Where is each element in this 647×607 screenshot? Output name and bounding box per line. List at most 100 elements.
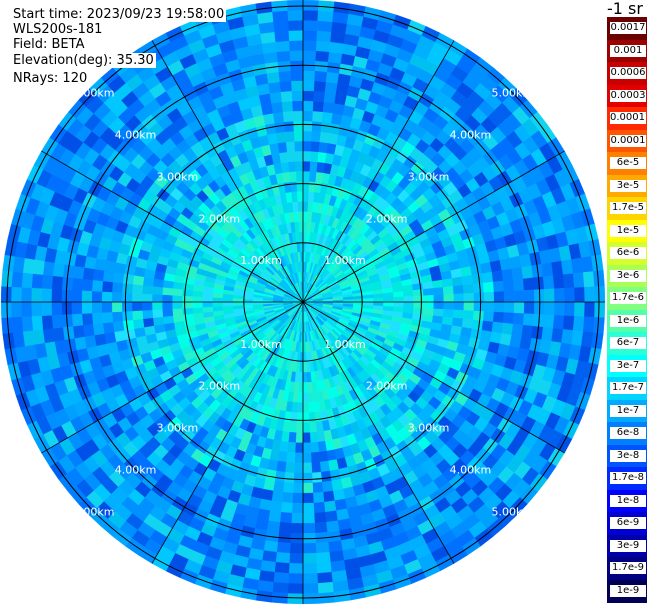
ppi-cell xyxy=(302,9,319,21)
ppi-cell xyxy=(275,551,291,564)
ppi-cell xyxy=(562,315,575,331)
ppi-cell xyxy=(310,451,321,464)
ppi-cell xyxy=(11,271,24,288)
ppi-cell xyxy=(82,323,95,337)
colorbar-tick-label: 3e-9 xyxy=(610,539,646,552)
ppi-cell xyxy=(302,553,317,564)
ppi-cell xyxy=(282,481,294,494)
ppi-cell xyxy=(298,211,304,222)
ppi-cell xyxy=(289,542,304,554)
ppi-cell xyxy=(289,50,304,62)
colorbar-tick-label: 1.7e-9 xyxy=(610,562,646,574)
ppi-cell xyxy=(102,321,115,334)
ppi-cell xyxy=(293,211,300,223)
ppi-cell xyxy=(502,279,515,292)
ppi-cell xyxy=(302,472,313,484)
ppi-cell xyxy=(222,301,233,307)
ppi-cell xyxy=(267,132,279,145)
ppi-cell xyxy=(310,150,320,163)
ppi-cell xyxy=(276,50,291,63)
ppi-cell xyxy=(283,120,295,133)
ppi-cell xyxy=(329,469,341,482)
ppi-cell xyxy=(111,281,124,293)
ppi-cell xyxy=(306,381,313,393)
colorbar-tick-label: 0.00017 xyxy=(610,112,646,124)
ppi-cell xyxy=(284,130,295,143)
ppi-cell xyxy=(151,309,164,319)
colorbar-tick-label: 1.7e-8 xyxy=(610,472,646,484)
ppi-cell xyxy=(278,521,292,534)
ppi-cell xyxy=(313,80,327,93)
colorbar-tick-label: 6e-6 xyxy=(610,247,646,259)
ppi-cell xyxy=(442,309,455,319)
ppi-cell xyxy=(101,291,113,303)
range-ring-label: 2.00km xyxy=(366,212,408,225)
ppi-cell xyxy=(561,259,574,275)
ppi-cell xyxy=(302,432,311,444)
ppi-cell xyxy=(292,201,299,213)
elevation-label: Elevation(deg): 35.30 xyxy=(11,53,156,68)
ppi-cell xyxy=(302,402,310,413)
ppi-cell xyxy=(71,313,84,327)
ppi-cell xyxy=(482,311,495,323)
ppi-cell xyxy=(584,301,596,318)
ppi-cell xyxy=(272,581,289,594)
ppi-cell xyxy=(286,441,296,454)
colorbar-tick-label: 3e-5 xyxy=(610,179,646,192)
ppi-cell xyxy=(71,289,83,303)
range-ring-label: 1.00km xyxy=(240,338,282,351)
range-ring-label: 3.00km xyxy=(157,422,199,435)
colorbar-tick-label: 0.0003 xyxy=(610,89,646,102)
colorbar-tick-label: 3e-7 xyxy=(610,359,646,372)
range-ring-label: 5.00km xyxy=(73,87,115,100)
ppi-cell xyxy=(501,268,514,282)
ppi-cell xyxy=(315,40,331,53)
ppi-cell xyxy=(502,312,515,325)
ppi-cell xyxy=(463,301,475,312)
ppi-cell xyxy=(383,297,394,303)
ppi-cell xyxy=(275,40,291,53)
ppi-cell xyxy=(121,301,133,312)
ppi-cell xyxy=(202,306,214,313)
ppi-cell xyxy=(51,288,63,303)
ppi-cell xyxy=(101,280,114,293)
ppi-cell xyxy=(260,560,276,573)
ppi-cell xyxy=(372,293,384,299)
ppi-cell xyxy=(316,430,326,443)
ppi-cell xyxy=(311,120,323,133)
range-ring-label: 4.00km xyxy=(450,129,492,142)
ppi-cell xyxy=(81,301,93,314)
ppi-cell xyxy=(132,318,145,330)
ppi-cell xyxy=(582,316,595,333)
ppi-cell xyxy=(442,285,455,295)
ppi-cell xyxy=(493,291,505,303)
ppi-cell xyxy=(302,70,316,82)
ppi-cell xyxy=(302,170,311,182)
ppi-cell xyxy=(111,311,124,323)
ppi-cell xyxy=(265,122,277,135)
ppi-cell xyxy=(471,273,484,285)
ppi-cell xyxy=(302,160,311,172)
ppi-cell xyxy=(121,282,134,294)
ppi-cell xyxy=(81,290,93,303)
ppi-cell xyxy=(582,271,595,288)
ppi-cell xyxy=(561,329,574,345)
ppi-cell xyxy=(302,140,312,152)
start-time-label: Start time: 2023/09/23 19:58:00 xyxy=(11,7,227,22)
ppi-cell xyxy=(312,491,325,504)
ppi-cell xyxy=(299,231,304,242)
range-ring-label: 5.00km xyxy=(492,87,534,100)
ppi-cell xyxy=(317,10,334,23)
ppi-cell xyxy=(21,272,34,289)
ppi-cell xyxy=(292,492,304,504)
ppi-cell xyxy=(298,382,304,393)
ppi-cell xyxy=(441,278,454,288)
ppi-cell xyxy=(122,273,135,285)
ppi-cell xyxy=(393,301,404,308)
ppi-cell xyxy=(52,326,65,342)
range-ring-label: 3.00km xyxy=(157,170,199,183)
ppi-cell xyxy=(552,314,565,330)
ppi-cell xyxy=(302,221,308,232)
ppi-cell xyxy=(293,472,304,484)
ppi-cell xyxy=(41,314,54,330)
